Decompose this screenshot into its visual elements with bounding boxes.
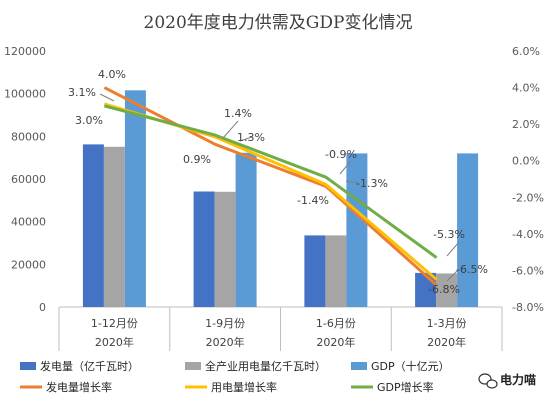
bar-series [82,90,479,307]
data-label: -0.9% [325,148,357,161]
category-group-label: 2020年 [95,335,134,349]
leader-line [239,136,253,142]
legend-label: GDP增长率 [377,380,434,394]
left-tick-label: 0 [39,301,46,314]
legend-label: 用电量增长率 [211,380,277,394]
right-tick-label: -4.0% [512,228,544,241]
right-tick-label: -6.0% [512,264,544,277]
left-tick-label: 80000 [11,130,46,143]
right-tick-label: 2.0% [512,118,540,131]
bar-gdp [235,152,257,307]
bar-power-consumption [436,273,458,307]
bar-gdp [457,153,479,307]
leader-line [446,269,459,282]
category-group-label: 2020年 [427,335,466,349]
line-consumption-growth [103,102,438,281]
leader-line [446,241,460,257]
left-tick-label: 100000 [4,88,46,101]
legend-swatch [351,362,367,370]
line-series [103,86,438,287]
data-label: 1.4% [224,107,252,120]
leader-line [99,93,115,102]
data-label: -1.4% [297,194,329,207]
right-tick-label: 6.0% [512,45,540,58]
category-axis: 1-12月份 2020年 1-9月份 2020年 1-6月份 2020年 1-3月份 2020… [91,317,467,349]
data-label: -6.8% [428,283,460,296]
bar-power-generation [82,144,104,307]
label-leader-lines [99,93,460,282]
left-tick-label: 40000 [11,216,46,229]
legend-label: 发电量（亿千瓦时） [40,359,139,373]
bar-gdp [346,153,368,307]
left-axis: 0 20000 40000 60000 80000 100000 120000 [4,45,46,314]
legend-label: GDP（十亿元） [371,359,450,373]
left-tick-label: 60000 [11,173,46,186]
category-group-label: 2020年 [206,335,245,349]
left-tick-label: 120000 [4,45,46,58]
right-tick-label: 0.0% [512,155,540,168]
bar-gdp [124,90,146,307]
category-label: 1-6月份 [316,317,356,330]
data-labels: 4.0% 0.9% -1.4% -6.8% 3.1% 1.3% -1.3% -6.5% 3.0%… [68,68,488,296]
legend-label: 发电量增长率 [46,380,112,394]
bar-power-consumption [103,146,125,307]
data-label: -6.5% [456,263,488,276]
right-tick-label: -8.0% [512,301,544,314]
bar-power-consumption [214,191,236,307]
bar-power-generation [193,191,215,307]
data-label: 0.9% [183,153,211,166]
leader-line [345,180,359,184]
leader-line [222,120,239,139]
bar-power-consumption [325,235,347,307]
data-label: -5.3% [433,228,465,241]
right-axis: -8.0% -6.0% -4.0% -2.0% 0.0% 2.0% 4.0% 6.0% [512,45,544,314]
chart-title: 2020年度电力供需及GDP变化情况 [144,13,413,33]
leader-line [339,161,351,175]
bar-power-generation [304,235,326,307]
right-tick-label: -2.0% [512,191,544,204]
legend-swatch [185,362,201,370]
category-label: 1-9月份 [205,317,245,330]
line-gdp-growth [104,104,438,259]
data-label: 3.1% [68,86,96,99]
data-label: 4.0% [98,68,126,81]
data-label: -1.3% [356,177,388,190]
watermark-text: 电力喵 [500,372,536,387]
category-label: 1-12月份 [91,317,138,330]
watermark: 电力喵 [478,372,536,389]
legend: 发电量（亿千瓦时） 全产业用电量亿千瓦时） GDP（十亿元） 发电量增长率 用电量增长率… [20,359,450,394]
left-tick-label: 20000 [11,258,46,271]
category-label: 1-3月份 [427,317,467,330]
legend-label: 全产业用电量亿千瓦时） [205,359,326,373]
data-label: 1.3% [237,131,265,144]
line-generation-growth [103,86,438,287]
category-group-label: 2020年 [316,335,355,349]
data-label: 3.0% [75,114,103,127]
wechat-icon [478,373,498,389]
legend-swatch [20,362,36,370]
right-tick-label: 4.0% [512,82,540,95]
